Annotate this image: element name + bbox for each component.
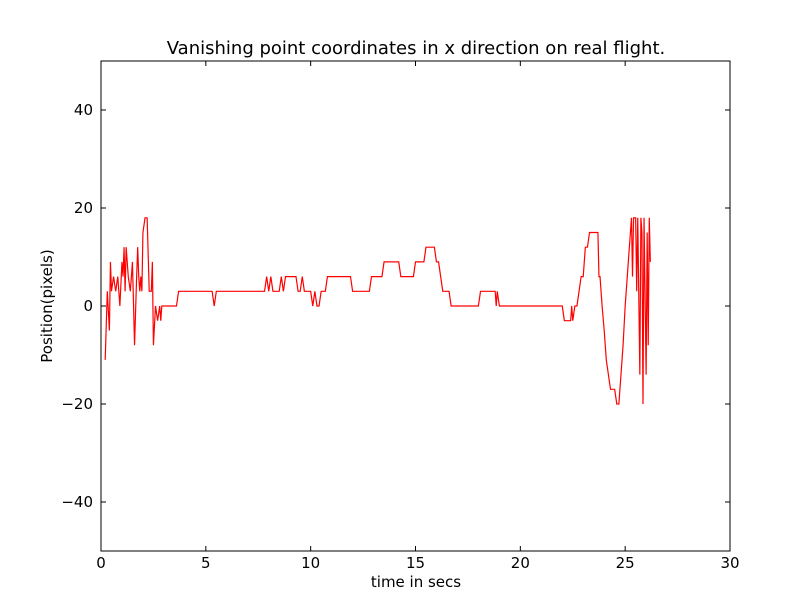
x-tick-label: 10 (301, 554, 320, 572)
y-tick-label: 0 (83, 297, 93, 315)
x-tick-label: 5 (201, 554, 211, 572)
x-tick-label: 0 (96, 554, 106, 572)
y-tick-label: 40 (74, 101, 93, 119)
x-tick-label: 20 (511, 554, 530, 572)
x-tick-label: 25 (616, 554, 635, 572)
y-tick-label: −20 (61, 395, 93, 413)
y-tick-label: 20 (74, 199, 93, 217)
y-tick-label: −40 (61, 493, 93, 511)
y-axis-label: Position(pixels) (38, 249, 56, 362)
x-tick-label: 30 (720, 554, 739, 572)
x-tick-label: 15 (406, 554, 425, 572)
plot-frame (100, 60, 731, 552)
data-line (104, 217, 651, 405)
chart-title: Vanishing point coordinates in x directi… (167, 38, 665, 59)
x-axis-label: time in secs (371, 573, 461, 591)
